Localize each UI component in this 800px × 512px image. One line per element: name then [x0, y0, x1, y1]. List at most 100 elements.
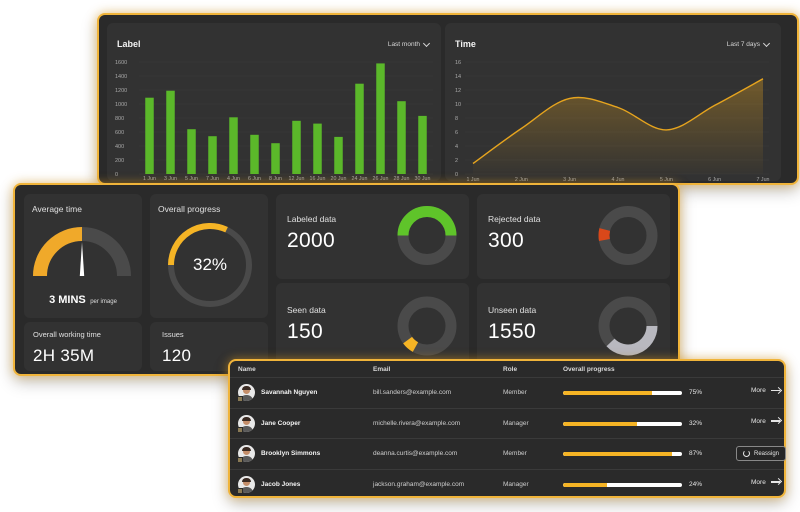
overall-progress-value: 32% [192, 255, 228, 274]
gauge-needle [79, 242, 85, 276]
y-tick-label: 200 [115, 158, 124, 164]
labeled-data-value: 2000 [287, 229, 335, 252]
progress-bar [563, 391, 682, 395]
labeled-data-card: Labeled data 2000 [276, 194, 469, 279]
labeled-data-label: Labeled data [287, 214, 337, 224]
working-time-label: Overall working time [33, 330, 101, 339]
unseen-data-card: Unseen data 1550 [477, 283, 670, 371]
y-tick-label: 1400 [115, 74, 127, 80]
issues-value: 120 [162, 346, 192, 365]
label-range-value: Last month [387, 41, 420, 48]
rejected-data-donut [598, 206, 658, 265]
unseen-data-value: 1550 [488, 320, 536, 343]
bar [271, 143, 280, 174]
issues-label: Issues [162, 330, 184, 339]
y-tick-label: 1200 [115, 88, 127, 94]
bar [208, 136, 217, 174]
donut-track [397, 296, 457, 356]
arrow-right-icon [770, 481, 780, 483]
x-tick-label: 7 Jun [757, 177, 770, 181]
rejected-data-value: 300 [488, 229, 524, 252]
average-time-unit: per image [90, 299, 117, 305]
more-label: More [751, 387, 766, 394]
stats-panel: Average time 3 MINS per image Overall pr… [13, 183, 680, 376]
overall-progress-label: Overall progress [158, 204, 221, 214]
y-tick-label: 0 [455, 172, 458, 178]
column-header-email: Email [373, 366, 391, 373]
time-range-dropdown[interactable]: Last 7 days [726, 39, 771, 48]
progress-ring-fill [168, 223, 228, 266]
progress-percent: 75% [689, 389, 703, 396]
bar [334, 136, 343, 174]
label-bar-chart: 1600 1400 1200 1000 800 600 400 200 0 1 Jun 3 Jun 5… [115, 60, 433, 181]
label-chart-card: Label Last month 1600 1400 1200 1000 800 600 4… [107, 23, 441, 181]
y-tick-label: 14 [455, 74, 461, 80]
y-tick-label: 12 [455, 88, 461, 94]
average-time-gauge [33, 227, 131, 277]
more-label: More [751, 417, 766, 425]
y-tick-label: 0 [115, 172, 118, 178]
x-tick-label: 4 Jun [227, 176, 240, 181]
overall-progress-ring [168, 223, 252, 307]
label-range-dropdown[interactable]: Last month [387, 39, 431, 48]
badge-icon [237, 487, 243, 494]
donut-segment [403, 336, 419, 352]
average-time-card: Average time 3 MINS per image [24, 194, 142, 318]
bar [145, 97, 154, 174]
overall-progress-card: Overall progress 32% [150, 194, 268, 318]
y-tick-label: 1600 [115, 60, 127, 66]
y-tick-label: 600 [115, 130, 124, 136]
bar [418, 115, 427, 174]
progress-percent: 32% [689, 419, 703, 427]
more-button[interactable]: More [751, 387, 780, 394]
user-name: Brooklyn Simmons [261, 450, 321, 457]
more-button[interactable]: More [751, 418, 780, 425]
arrow-right-icon [770, 389, 780, 392]
more-button[interactable]: More [751, 479, 780, 486]
x-tick-label: 1 Jun [467, 177, 480, 181]
bar [166, 90, 175, 174]
y-tick-label: 8 [455, 116, 458, 122]
user-name: Jane Cooper [261, 419, 301, 427]
donut-track [598, 206, 658, 265]
user-email: michelle.rivera@example.com [373, 419, 461, 427]
progress-bar [563, 421, 682, 426]
progress-percent: 87% [689, 450, 703, 457]
user-email: jackson.graham@example.com [373, 480, 465, 488]
y-tick-label: 10 [455, 102, 461, 108]
progress-bar-fill [563, 452, 673, 456]
badge-icon [237, 457, 243, 463]
x-tick-label: 28 Jun [394, 176, 410, 181]
working-time-value: 2H 35M [33, 346, 95, 365]
users-table-panel: Name Email Role Overall progress Savanna… [228, 359, 787, 499]
user-email: deanna.curtis@example.com [373, 450, 458, 457]
table-row: Jacob Jones jackson.graham@example.com M… [230, 468, 784, 499]
column-header-progress: Overall progress [563, 366, 615, 373]
x-tick-label: 30 Jun [415, 176, 431, 181]
donut-segment [598, 228, 611, 242]
user-role: Manager [503, 419, 529, 427]
x-tick-label: 20 Jun [331, 176, 347, 181]
time-chart-card: Time Last 7 days 16 14 12 10 8 6 4 2 0 1 Jun 2 Jun… [445, 23, 781, 181]
y-tick-label: 800 [115, 116, 124, 122]
rejected-data-card: Rejected data 300 [477, 194, 670, 279]
user-email: bill.sanders@example.com [373, 389, 452, 396]
time-area-chart: 16 14 12 10 8 6 4 2 0 1 Jun 2 Jun 3 Jun 4 Jun 5 Jun 6 … [455, 60, 770, 181]
y-tick-label: 400 [115, 144, 124, 150]
user-role: Member [503, 389, 527, 396]
average-time-value: 3 MINS [49, 294, 86, 306]
time-range-value: Last 7 days [726, 41, 760, 48]
x-tick-label: 16 Jun [310, 176, 326, 181]
working-time-card: Overall working time 2H 35M [24, 322, 142, 371]
x-tick-label: 5 Jun [185, 176, 198, 181]
reassign-button[interactable]: Reassign [736, 446, 787, 461]
charts-panel: Label Last month 1600 1400 1200 1000 800 600 4… [97, 13, 799, 185]
area-fill [473, 78, 763, 174]
progress-bar [563, 452, 682, 456]
x-tick-label: 1 Jun [143, 176, 156, 181]
y-tick-label: 6 [455, 130, 458, 136]
column-header-name: Name [238, 366, 256, 373]
bar [292, 120, 301, 174]
issues-card: Issues 120 [150, 322, 268, 371]
bar [250, 134, 259, 174]
